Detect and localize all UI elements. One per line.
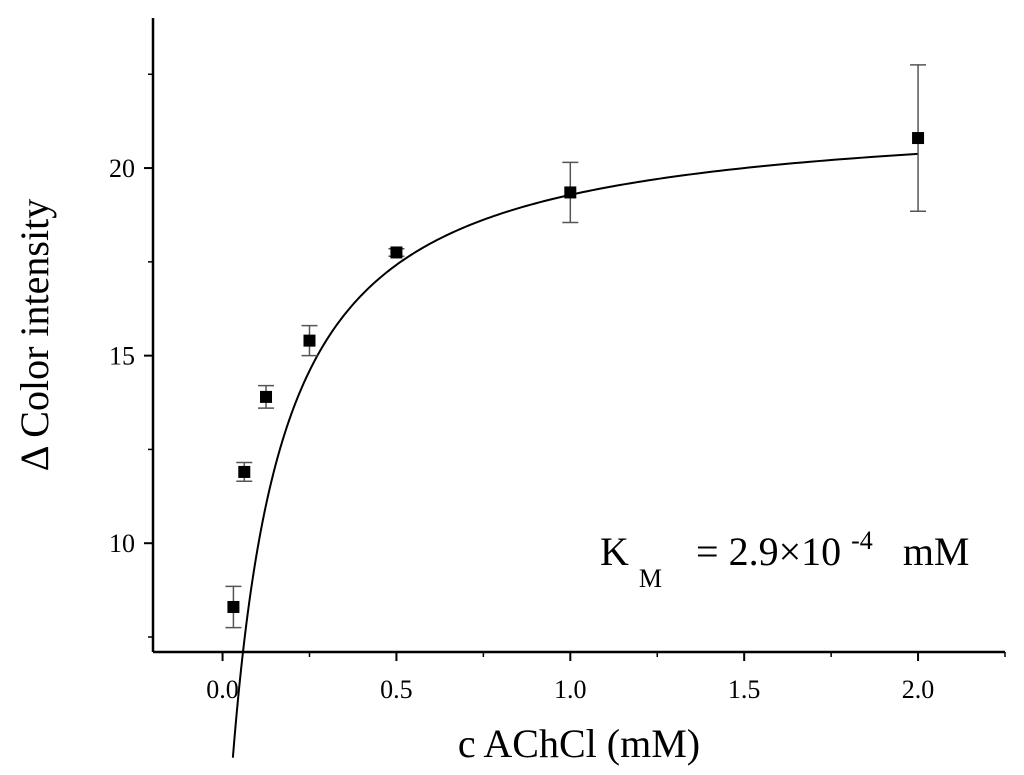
x-tick-label: 0.0 xyxy=(206,675,239,704)
data-point xyxy=(390,246,403,259)
y-axis-label: Δ Color intensity xyxy=(12,199,57,471)
km-equation: = 2.9×10 xyxy=(686,529,841,574)
data-point xyxy=(238,465,251,478)
data-point xyxy=(912,132,925,145)
y-tick-label: 15 xyxy=(109,342,135,371)
km-subscript: M xyxy=(639,564,662,593)
km-symbol: K xyxy=(600,529,629,574)
x-tick-label: 2.0 xyxy=(902,675,935,704)
x-axis-label: c AChCl (mM) xyxy=(458,721,700,766)
km-annotation: K M = 2.9×10 -4 mM xyxy=(600,513,970,596)
fit-curve xyxy=(231,152,919,758)
y-tick-label: 10 xyxy=(109,529,135,558)
data-point xyxy=(564,186,577,199)
x-tick-label: 1.0 xyxy=(554,675,587,704)
data-point xyxy=(260,390,273,403)
x-tick-label: 1.5 xyxy=(728,675,761,704)
data-point xyxy=(227,600,240,613)
km-exponent: -4 xyxy=(851,526,873,555)
km-unit: mM xyxy=(883,529,970,574)
y-tick-label: 20 xyxy=(109,154,135,183)
x-tick-label: 0.5 xyxy=(380,675,413,704)
data-point xyxy=(303,334,316,347)
